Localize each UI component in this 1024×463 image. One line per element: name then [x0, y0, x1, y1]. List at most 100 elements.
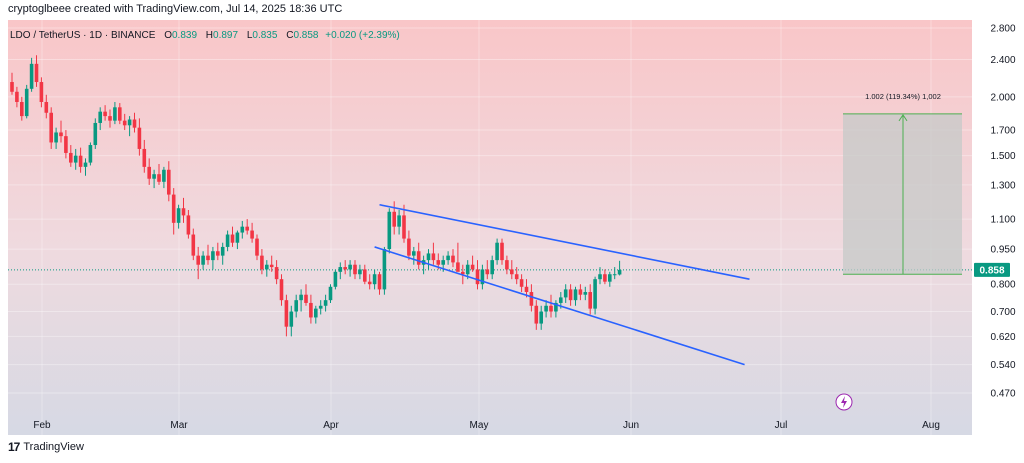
candle-body	[284, 300, 289, 327]
candle-body	[314, 308, 318, 318]
candle-body	[98, 111, 102, 123]
candle-body	[338, 267, 343, 272]
candle-body	[191, 234, 196, 256]
candle-body	[269, 264, 274, 268]
candle-body	[367, 281, 372, 285]
candle-body	[78, 155, 83, 167]
candle-body	[294, 300, 298, 312]
trendline-1	[374, 246, 745, 366]
brand-name: TradingView	[23, 441, 84, 453]
candle-body	[323, 300, 328, 306]
candle-body	[88, 145, 93, 163]
candle-body	[299, 294, 303, 301]
candle-body	[436, 260, 441, 265]
candle-body	[559, 297, 563, 303]
candle-body	[196, 255, 200, 265]
candle-body	[127, 119, 132, 126]
candle-body	[407, 238, 411, 256]
tradingview-logo[interactable]: 17 TradingView	[8, 440, 84, 454]
candle-body	[603, 274, 607, 282]
candle-body	[554, 302, 558, 312]
candle-body	[593, 279, 597, 309]
pair-name[interactable]: LDO / TetherUS · 1D · BINANCE	[10, 30, 156, 41]
candle-body	[480, 269, 485, 285]
high-value: 0.897	[213, 30, 239, 41]
candle-body	[39, 82, 44, 102]
x-tick-label: Feb	[33, 420, 51, 431]
candle-body	[211, 251, 215, 261]
candle-body	[220, 246, 225, 256]
candle-body	[608, 274, 612, 282]
candle-body	[93, 122, 98, 146]
candle-body	[431, 253, 436, 261]
x-tick-label: Mar	[170, 420, 188, 431]
price-axis	[972, 20, 1024, 435]
candle-body	[289, 311, 294, 327]
x-tick-label: Apr	[323, 420, 339, 431]
candle-body	[49, 112, 53, 143]
x-tick-label: May	[470, 420, 489, 431]
candle-body	[328, 286, 333, 301]
y-tick-label: 0.540	[990, 360, 1015, 371]
candlesticks	[10, 55, 622, 337]
candle-body	[529, 292, 534, 306]
candle-body	[363, 269, 367, 282]
candle-body	[465, 264, 470, 275]
candle-body	[539, 311, 543, 324]
candle-body	[563, 289, 568, 298]
y-tick-label: 0.950	[990, 245, 1015, 256]
x-tick-label: Jun	[623, 420, 639, 431]
candle-body	[309, 302, 313, 318]
candle-body	[265, 264, 269, 270]
candle-body	[358, 269, 362, 275]
candle-body	[612, 274, 617, 276]
candle-body	[44, 101, 49, 113]
candle-body	[583, 292, 588, 295]
candle-body	[186, 215, 191, 235]
candle-body	[162, 169, 166, 182]
candle-body	[181, 208, 186, 216]
candle-body	[24, 88, 29, 117]
candle-body	[382, 249, 387, 290]
open-label: O	[164, 30, 172, 41]
candle-body	[377, 274, 382, 290]
candle-body	[206, 255, 210, 261]
x-tick-label: Jul	[775, 420, 788, 431]
y-tick-label: 2.400	[990, 55, 1015, 66]
candle-body	[59, 132, 63, 137]
candle-body	[353, 264, 357, 275]
candle-body	[113, 107, 117, 121]
candle-body	[416, 251, 421, 265]
candle-body	[142, 148, 147, 167]
candle-body	[617, 269, 622, 275]
candle-body	[544, 305, 548, 312]
candle-body	[260, 255, 264, 270]
candle-body	[132, 119, 137, 128]
trend-channel	[374, 203, 750, 366]
candle-body	[245, 226, 249, 231]
candle-body	[524, 286, 529, 293]
candle-body	[392, 211, 396, 227]
change-value: +0.020 (+2.39%)	[325, 30, 400, 41]
high-label: H	[205, 30, 214, 41]
candle-body	[348, 264, 352, 270]
candle-body	[514, 274, 519, 280]
replay-icon[interactable]	[835, 393, 853, 411]
candle-body	[412, 251, 416, 256]
candle-body	[343, 267, 347, 270]
open-value: 0.839	[171, 30, 198, 41]
candle-body	[15, 91, 19, 102]
candle-body	[235, 232, 240, 243]
candle-body	[456, 262, 460, 272]
candle-body	[304, 294, 308, 303]
candle-body	[426, 253, 431, 261]
candle-body	[73, 155, 78, 163]
candle-body	[519, 279, 524, 287]
symbol-legend: LDO / TetherUS · 1D · BINANCE O0.839 H0.…	[10, 30, 400, 41]
target-arrow-head	[898, 113, 908, 122]
x-tick-label: Aug	[922, 420, 940, 431]
candle-body	[279, 279, 284, 301]
candle-body	[397, 215, 401, 227]
